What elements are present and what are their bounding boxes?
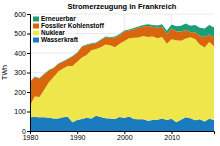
tick: 600 xyxy=(14,11,30,18)
tick-mark xyxy=(27,34,30,35)
tick: 1990 xyxy=(70,131,86,141)
legend-swatch xyxy=(33,17,39,22)
title: Stromerzeugung in Frankreich xyxy=(68,2,177,11)
tick: 500 xyxy=(14,30,30,37)
tick-label: 400 xyxy=(14,50,26,57)
tick-label: 1990 xyxy=(70,134,86,141)
legend-item: Wasserkraft xyxy=(33,36,79,43)
tick-mark xyxy=(27,92,30,93)
axis-title: TWh xyxy=(1,65,8,80)
tick: 2010 xyxy=(164,131,180,141)
legend-swatch xyxy=(33,38,39,43)
tick-label: 600 xyxy=(14,11,26,18)
legend-label: Wasserkraft xyxy=(41,36,79,43)
tick-label: 200 xyxy=(14,89,26,96)
tick-label: 1980 xyxy=(23,134,39,141)
legend-swatch xyxy=(33,31,39,36)
tick-label: 300 xyxy=(14,69,26,76)
grid xyxy=(30,14,214,131)
area xyxy=(30,36,214,122)
tick-label: 2000 xyxy=(117,134,133,141)
axis-line xyxy=(27,15,31,132)
tick-label: 2010 xyxy=(164,134,180,141)
legend-item: Nuklear xyxy=(33,29,65,36)
tick-mark xyxy=(27,73,30,74)
area xyxy=(30,26,214,106)
legend-label: Nuklear xyxy=(41,29,65,36)
x-axis: 1980 1990 2000 2010 xyxy=(23,131,215,141)
tick-label: 100 xyxy=(14,108,26,115)
tick: 400 xyxy=(14,50,30,57)
plot-area xyxy=(30,24,214,131)
area xyxy=(30,24,214,83)
chart: 01002003004005006001980199020002010Strom… xyxy=(0,0,220,146)
tick-mark xyxy=(27,14,30,15)
tick-label: 500 xyxy=(14,30,26,37)
legend: ErneuerbarFossiler KohlenstoffNuklearWas… xyxy=(33,15,105,43)
tick: 200 xyxy=(14,89,30,96)
tick-mark xyxy=(27,131,30,132)
tick: 300 xyxy=(14,69,30,76)
legend-swatch xyxy=(33,24,39,29)
y-axis: 0100200300400500600 xyxy=(14,11,30,135)
tick: 2000 xyxy=(117,131,133,141)
tick-mark xyxy=(27,53,30,54)
legend-item: Fossiler Kohlenstoff xyxy=(33,22,105,29)
tick: 1980 xyxy=(23,131,39,141)
legend-label: Erneuerbar xyxy=(41,15,76,22)
tick: 100 xyxy=(14,108,30,115)
tick-mark xyxy=(27,112,30,113)
legend-label: Fossiler Kohlenstoff xyxy=(41,22,105,29)
legend-item: Erneuerbar xyxy=(33,15,76,22)
